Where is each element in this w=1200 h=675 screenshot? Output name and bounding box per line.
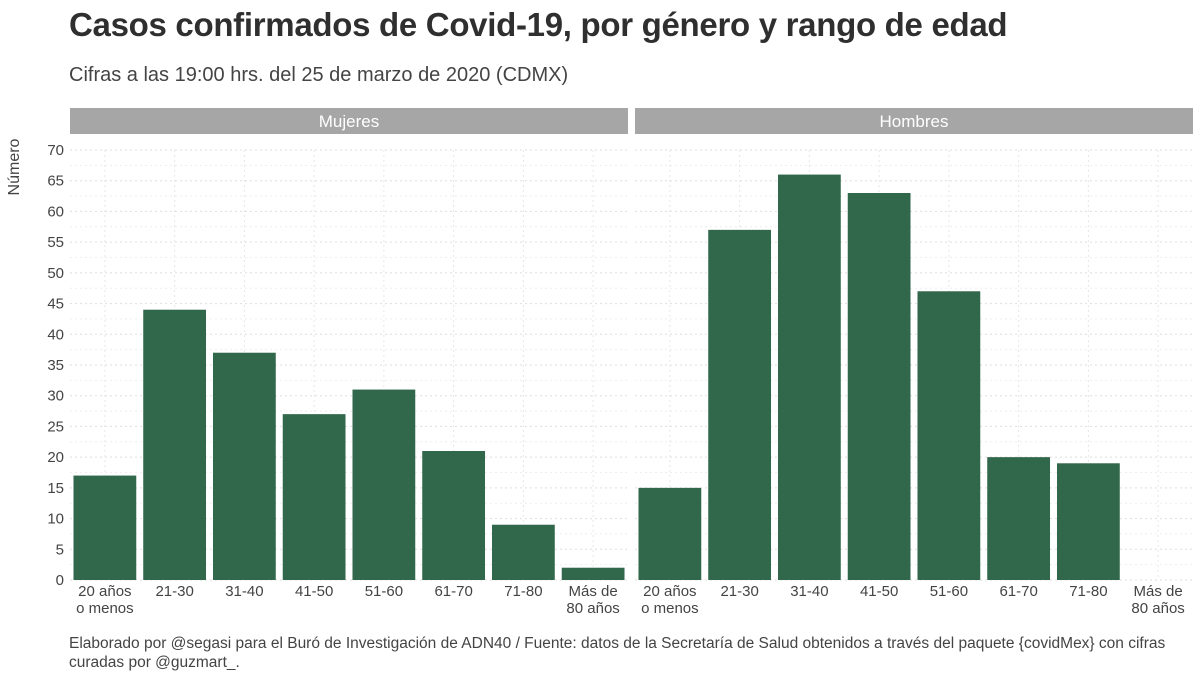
chart-title: Casos confirmados de Covid-19, por géner…	[69, 6, 1008, 43]
x-tick-label: 61-70	[434, 583, 472, 600]
x-tick-label: 21-30	[155, 583, 193, 600]
y-tick-label: 65	[47, 173, 64, 190]
x-tick-label: 51-60	[930, 583, 968, 600]
facet-strip-mujeres	[70, 108, 628, 134]
y-tick-label: 40	[47, 326, 64, 343]
y-tick-label: 45	[47, 296, 64, 313]
x-tick-label: 71-80	[1069, 583, 1107, 600]
x-tick-label: 41-50	[860, 583, 898, 600]
chart-caption: Elaborado por @segasi para el Buró de In…	[69, 635, 1166, 671]
facet-strip-label: Hombres	[880, 112, 949, 131]
bar	[917, 291, 981, 580]
facet-strip-hombres	[635, 108, 1193, 134]
x-tick-label: 21-30	[720, 583, 758, 600]
y-tick-label: 55	[47, 234, 64, 251]
bar	[708, 229, 772, 580]
bar	[143, 309, 207, 580]
bar	[847, 193, 911, 580]
x-tick-label: 31-40	[790, 583, 828, 600]
bar	[638, 487, 702, 580]
x-axis-ticks: 20 años o menos 21-30 31-40 41-50 51-60 61-70 7…	[76, 583, 1185, 617]
x-tick-label: Más de 80 años	[1131, 583, 1184, 617]
bar	[282, 414, 346, 580]
y-tick-label: 15	[47, 480, 64, 497]
y-axis-title: Número	[6, 138, 23, 195]
chart-subtitle: Cifras a las 19:00 hrs. del 25 de marzo …	[69, 64, 569, 86]
bar	[352, 389, 416, 580]
faceted-bar-chart: Mujeres Hombres 0 5 10 15 20 25 30 35 40 45 50 55 60 6…	[6, 108, 1193, 617]
bar	[777, 174, 841, 581]
y-tick-label: 60	[47, 203, 64, 220]
y-tick-label: 20	[47, 449, 64, 466]
y-tick-label: 25	[47, 418, 64, 435]
bar	[561, 567, 625, 580]
y-tick-label: 70	[47, 142, 64, 159]
y-axis-ticks: 0 5 10 15 20 25 30 35 40 45 50 55 60 65 70	[47, 142, 64, 589]
bars	[73, 174, 1120, 581]
x-tick-label: 31-40	[225, 583, 263, 600]
y-tick-label: 50	[47, 265, 64, 282]
x-tick-label: 20 años o menos	[76, 583, 134, 617]
y-tick-label: 10	[47, 511, 64, 528]
bar	[212, 352, 276, 580]
y-tick-label: 0	[56, 572, 64, 589]
x-tick-label: 20 años o menos	[641, 583, 699, 617]
facet-strips: Mujeres Hombres	[70, 108, 1193, 134]
y-tick-label: 5	[56, 541, 64, 558]
y-tick-label: 30	[47, 388, 64, 405]
bar	[987, 457, 1051, 580]
bar	[422, 451, 486, 580]
x-tick-label: 41-50	[295, 583, 333, 600]
x-tick-label: 51-60	[365, 583, 403, 600]
x-tick-label: Más de 80 años	[566, 583, 619, 617]
facet-strip-label: Mujeres	[319, 112, 379, 131]
x-tick-label: 61-70	[999, 583, 1037, 600]
bar	[73, 475, 137, 580]
y-tick-label: 35	[47, 357, 64, 374]
x-tick-label: 71-80	[504, 583, 542, 600]
bar	[491, 524, 555, 580]
bar	[1056, 463, 1120, 580]
